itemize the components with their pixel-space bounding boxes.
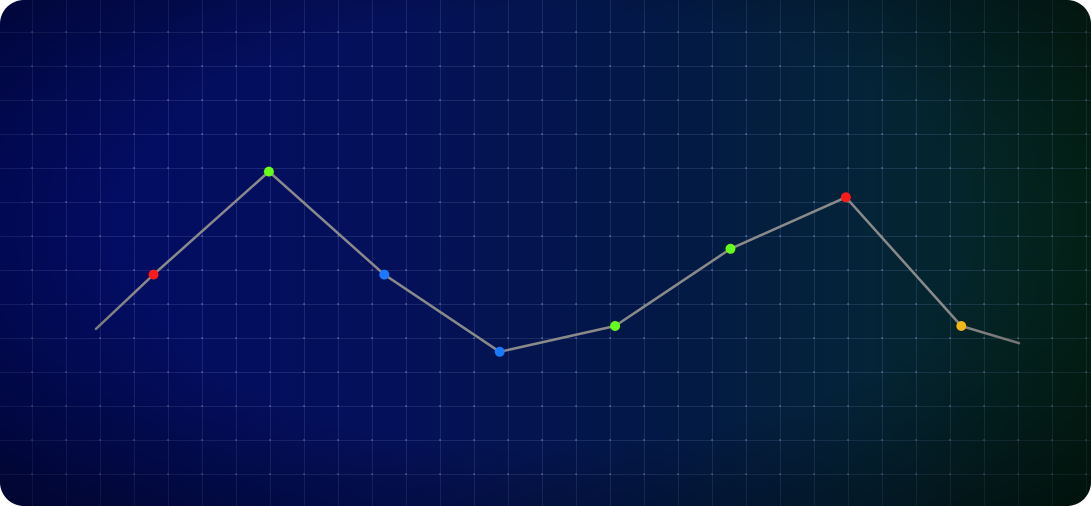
data-point-4 (494, 346, 505, 357)
data-point-3 (379, 269, 390, 280)
data-point-6 (725, 243, 736, 254)
data-point-7 (840, 192, 851, 203)
data-point-5 (610, 321, 621, 331)
data-points (148, 166, 967, 357)
series-line (94, 170, 1021, 354)
data-point-1 (148, 269, 159, 280)
data-point-8 (956, 321, 967, 331)
data-point-2 (263, 166, 274, 177)
